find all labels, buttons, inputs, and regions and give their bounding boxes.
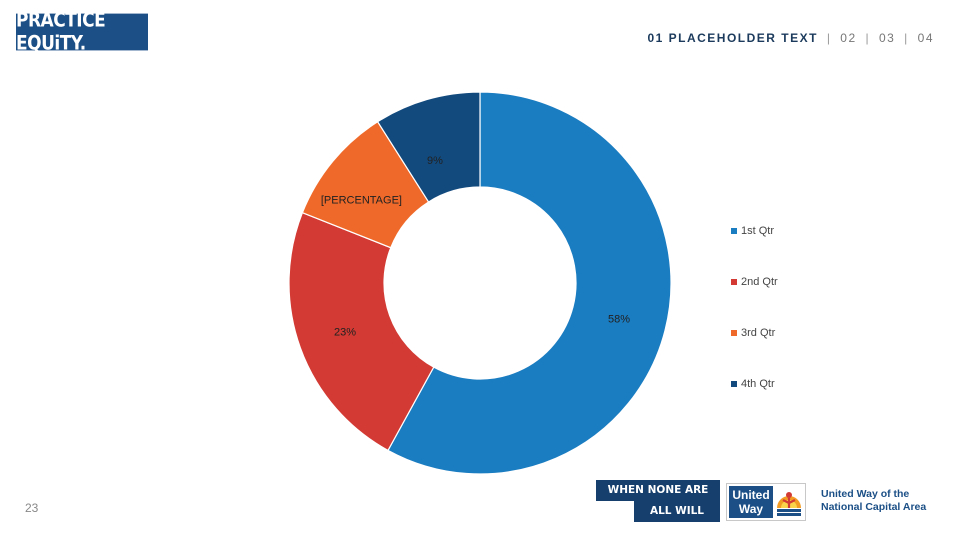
nav-item-04[interactable]: 04 xyxy=(917,31,934,45)
uw-word-line1: United xyxy=(732,488,770,502)
footer-logos: WHEN NONE ARE IGNORED, ALL WILL THRIVE. … xyxy=(596,480,940,538)
legend-label: 3rd Qtr xyxy=(741,326,776,339)
org-name-line1: United Way of the xyxy=(821,488,910,500)
nav-item-active[interactable]: 01 PLACEHOLDER TEXT xyxy=(647,31,818,45)
legend-swatch xyxy=(731,380,737,387)
org-name-line2: National Capital Area xyxy=(821,501,927,513)
practice-equity-logo: PRACTICE EQUiTY. xyxy=(16,9,148,55)
united-way-logo: United Way xyxy=(726,483,806,521)
logo-text: PRACTICE EQUiTY. xyxy=(16,9,106,55)
data-label-3: [PERCENTAGE] xyxy=(321,195,402,207)
tagline-banner: WHEN NONE ARE IGNORED, ALL WILL THRIVE. xyxy=(596,480,722,538)
data-label-1: 58% xyxy=(608,314,630,326)
legend-item-1: 1st Qtr xyxy=(731,205,778,256)
tagline-line1: WHEN NONE ARE IGNORED, xyxy=(596,480,720,517)
section-nav: 01 PLACEHOLDER TEXT | 02 | 03 | 04 xyxy=(647,31,934,45)
chart-legend: 1st Qtr 2nd Qtr 3rd Qtr 4th Qtr xyxy=(731,205,778,409)
data-label-2: 23% xyxy=(334,327,356,339)
legend-item-3: 3rd Qtr xyxy=(731,307,778,358)
legend-swatch xyxy=(731,227,737,234)
data-label-4: 9% xyxy=(427,155,443,167)
legend-label: 1st Qtr xyxy=(741,224,775,237)
nav-separator: | xyxy=(904,31,909,45)
donut-slice-2 xyxy=(288,211,435,452)
nav-item-03[interactable]: 03 xyxy=(878,31,896,45)
legend-label: 4th Qtr xyxy=(741,377,775,390)
legend-swatch xyxy=(731,329,737,336)
donut-slice-4 xyxy=(376,91,481,203)
legend-item-2: 2nd Qtr xyxy=(731,256,778,307)
nav-separator: | xyxy=(826,31,832,45)
nav-separator: | xyxy=(865,31,871,45)
page-number: 23 xyxy=(25,501,39,515)
tagline-line2: ALL WILL THRIVE. xyxy=(634,501,720,538)
donut-slice-1 xyxy=(387,91,672,475)
nav-item-02[interactable]: 02 xyxy=(840,31,857,45)
uw-word-line2: Way xyxy=(738,502,764,516)
legend-label: 2nd Qtr xyxy=(741,275,778,288)
united-way-wordmark: United Way xyxy=(729,486,773,518)
org-name: United Way of the National Capital Area xyxy=(821,488,926,514)
legend-swatch xyxy=(731,278,737,285)
united-way-emblem-icon xyxy=(777,492,801,516)
legend-item-4: 4th Qtr xyxy=(731,358,778,409)
